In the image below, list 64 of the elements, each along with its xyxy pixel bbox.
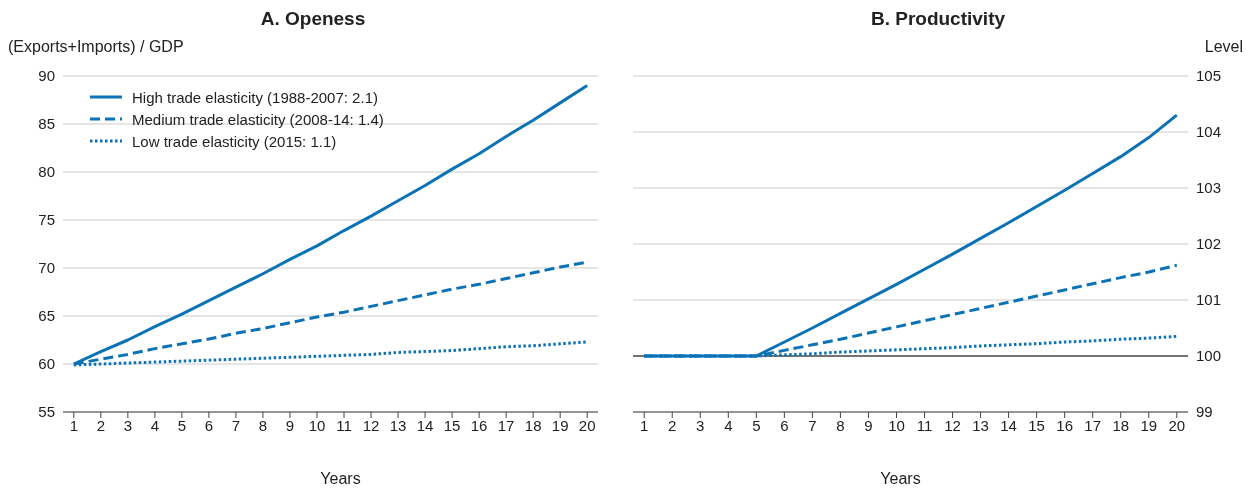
x-tick-label: 9 — [285, 416, 295, 434]
y-tick-label: 99 — [1196, 403, 1213, 421]
y-axis-title: Level — [1204, 38, 1243, 56]
x-tick-label: 17 — [1084, 416, 1102, 434]
x-tick-label: 16 — [1056, 416, 1074, 434]
x-tick-label: 1 — [69, 416, 78, 434]
x-tick-label: 7 — [231, 416, 241, 434]
x-tick-label: 5 — [177, 416, 187, 434]
x-tick-label: 13 — [389, 416, 407, 434]
x-tick-label: 19 — [1140, 416, 1158, 434]
x-tick-label: 4 — [724, 416, 733, 434]
y-tick-label: 55 — [38, 403, 55, 421]
y-axis-title: (Exports+Imports) / GDP — [8, 38, 184, 56]
x-axis-title: Years — [319, 470, 362, 488]
x-tick-label: 15 — [1028, 416, 1045, 434]
x-tick-label: 18 — [1112, 416, 1130, 434]
x-tick-label: 11 — [916, 416, 933, 434]
x-tick-label: 6 — [204, 416, 214, 434]
x-tick-label: 6 — [780, 416, 789, 434]
x-tick-label: 10 — [308, 416, 326, 434]
y-tick-label: 101 — [1196, 291, 1222, 309]
y-tick-label: 103 — [1196, 179, 1222, 197]
x-tick-label: 20 — [578, 416, 596, 434]
x-tick-label: 19 — [551, 416, 569, 434]
x-tick-label: 15 — [443, 416, 461, 434]
x-tick-label: 20 — [1168, 416, 1186, 434]
x-axis-title: Years — [879, 470, 922, 488]
y-tick-label: 75 — [38, 211, 55, 229]
x-tick-label: 13 — [972, 416, 989, 434]
y-tick-label: 80 — [38, 163, 55, 181]
y-tick-label: 105 — [1196, 67, 1222, 85]
x-tick-label: 17 — [497, 416, 515, 434]
x-tick-label: 12 — [362, 416, 380, 434]
y-tick-label: 90 — [38, 67, 55, 85]
x-tick-label: 2 — [96, 416, 105, 434]
legend-label: Low trade elasticity (2015: 1.1) — [132, 132, 337, 150]
x-tick-label: 12 — [944, 416, 961, 434]
x-tick-label: 3 — [123, 416, 133, 434]
x-tick-label: 7 — [808, 416, 817, 434]
x-tick-label: 11 — [336, 416, 352, 434]
x-tick-label: 2 — [668, 416, 677, 434]
x-tick-label: 1 — [640, 416, 649, 434]
x-tick-label: 8 — [836, 416, 845, 434]
chart-title: B. Productivity — [869, 8, 1007, 30]
x-tick-label: 10 — [888, 416, 905, 434]
x-tick-label: 9 — [864, 416, 873, 434]
x-tick-label: 4 — [150, 416, 160, 434]
y-tick-label: 65 — [38, 307, 55, 325]
legend-label: High trade elasticity (1988-2007: 2.1) — [132, 88, 378, 106]
chart-title: A. Openess — [259, 8, 367, 30]
x-tick-label: 16 — [470, 416, 488, 434]
x-tick-label: 5 — [752, 416, 761, 434]
y-tick-label: 60 — [38, 355, 55, 373]
x-tick-label: 3 — [696, 416, 705, 434]
x-tick-label: 18 — [524, 416, 542, 434]
y-tick-label: 104 — [1196, 123, 1222, 141]
legend-label: Medium trade elasticity (2008-14: 1.4) — [132, 110, 384, 128]
y-tick-label: 102 — [1196, 235, 1222, 253]
y-tick-label: 70 — [38, 259, 55, 277]
x-tick-label: 8 — [258, 416, 268, 434]
y-tick-label: 85 — [38, 115, 55, 133]
y-tick-label: 100 — [1196, 347, 1222, 365]
x-tick-label: 14 — [416, 416, 434, 434]
x-tick-label: 14 — [1000, 416, 1017, 434]
